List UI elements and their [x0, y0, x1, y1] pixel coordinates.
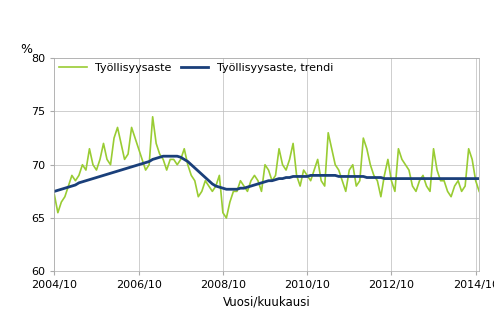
Työllisyysaste, trendi — [466, 177, 472, 181]
Text: %: % — [20, 43, 32, 56]
Työllisyysaste — [329, 147, 334, 151]
Työllisyysaste — [153, 141, 159, 145]
X-axis label: Vuosi/kuukausi: Vuosi/kuukausi — [223, 296, 311, 309]
Työllisyysaste, trendi — [325, 173, 331, 177]
Työllisyysaste — [476, 189, 482, 193]
Työllisyysaste — [192, 179, 198, 182]
Line: Työllisyysaste: Työllisyysaste — [54, 117, 479, 218]
Työllisyysaste — [469, 157, 475, 161]
Työllisyysaste — [51, 193, 57, 196]
Työllisyysaste, trendi — [150, 157, 156, 161]
Työllisyysaste, trendi — [287, 176, 292, 180]
Työllisyysaste, trendi — [476, 177, 482, 181]
Line: Työllisyysaste, trendi: Työllisyysaste, trendi — [54, 156, 479, 191]
Työllisyysaste, trendi — [192, 166, 198, 170]
Työllisyysaste — [150, 115, 156, 119]
Työllisyysaste — [223, 216, 229, 220]
Työllisyysaste, trendi — [448, 177, 454, 181]
Työllisyysaste, trendi — [51, 189, 57, 193]
Työllisyysaste, trendi — [160, 154, 166, 158]
Työllisyysaste — [290, 141, 296, 145]
Työllisyysaste — [452, 184, 457, 188]
Legend: Työllisyysaste, Työllisyysaste, trendi: Työllisyysaste, Työllisyysaste, trendi — [54, 58, 338, 77]
